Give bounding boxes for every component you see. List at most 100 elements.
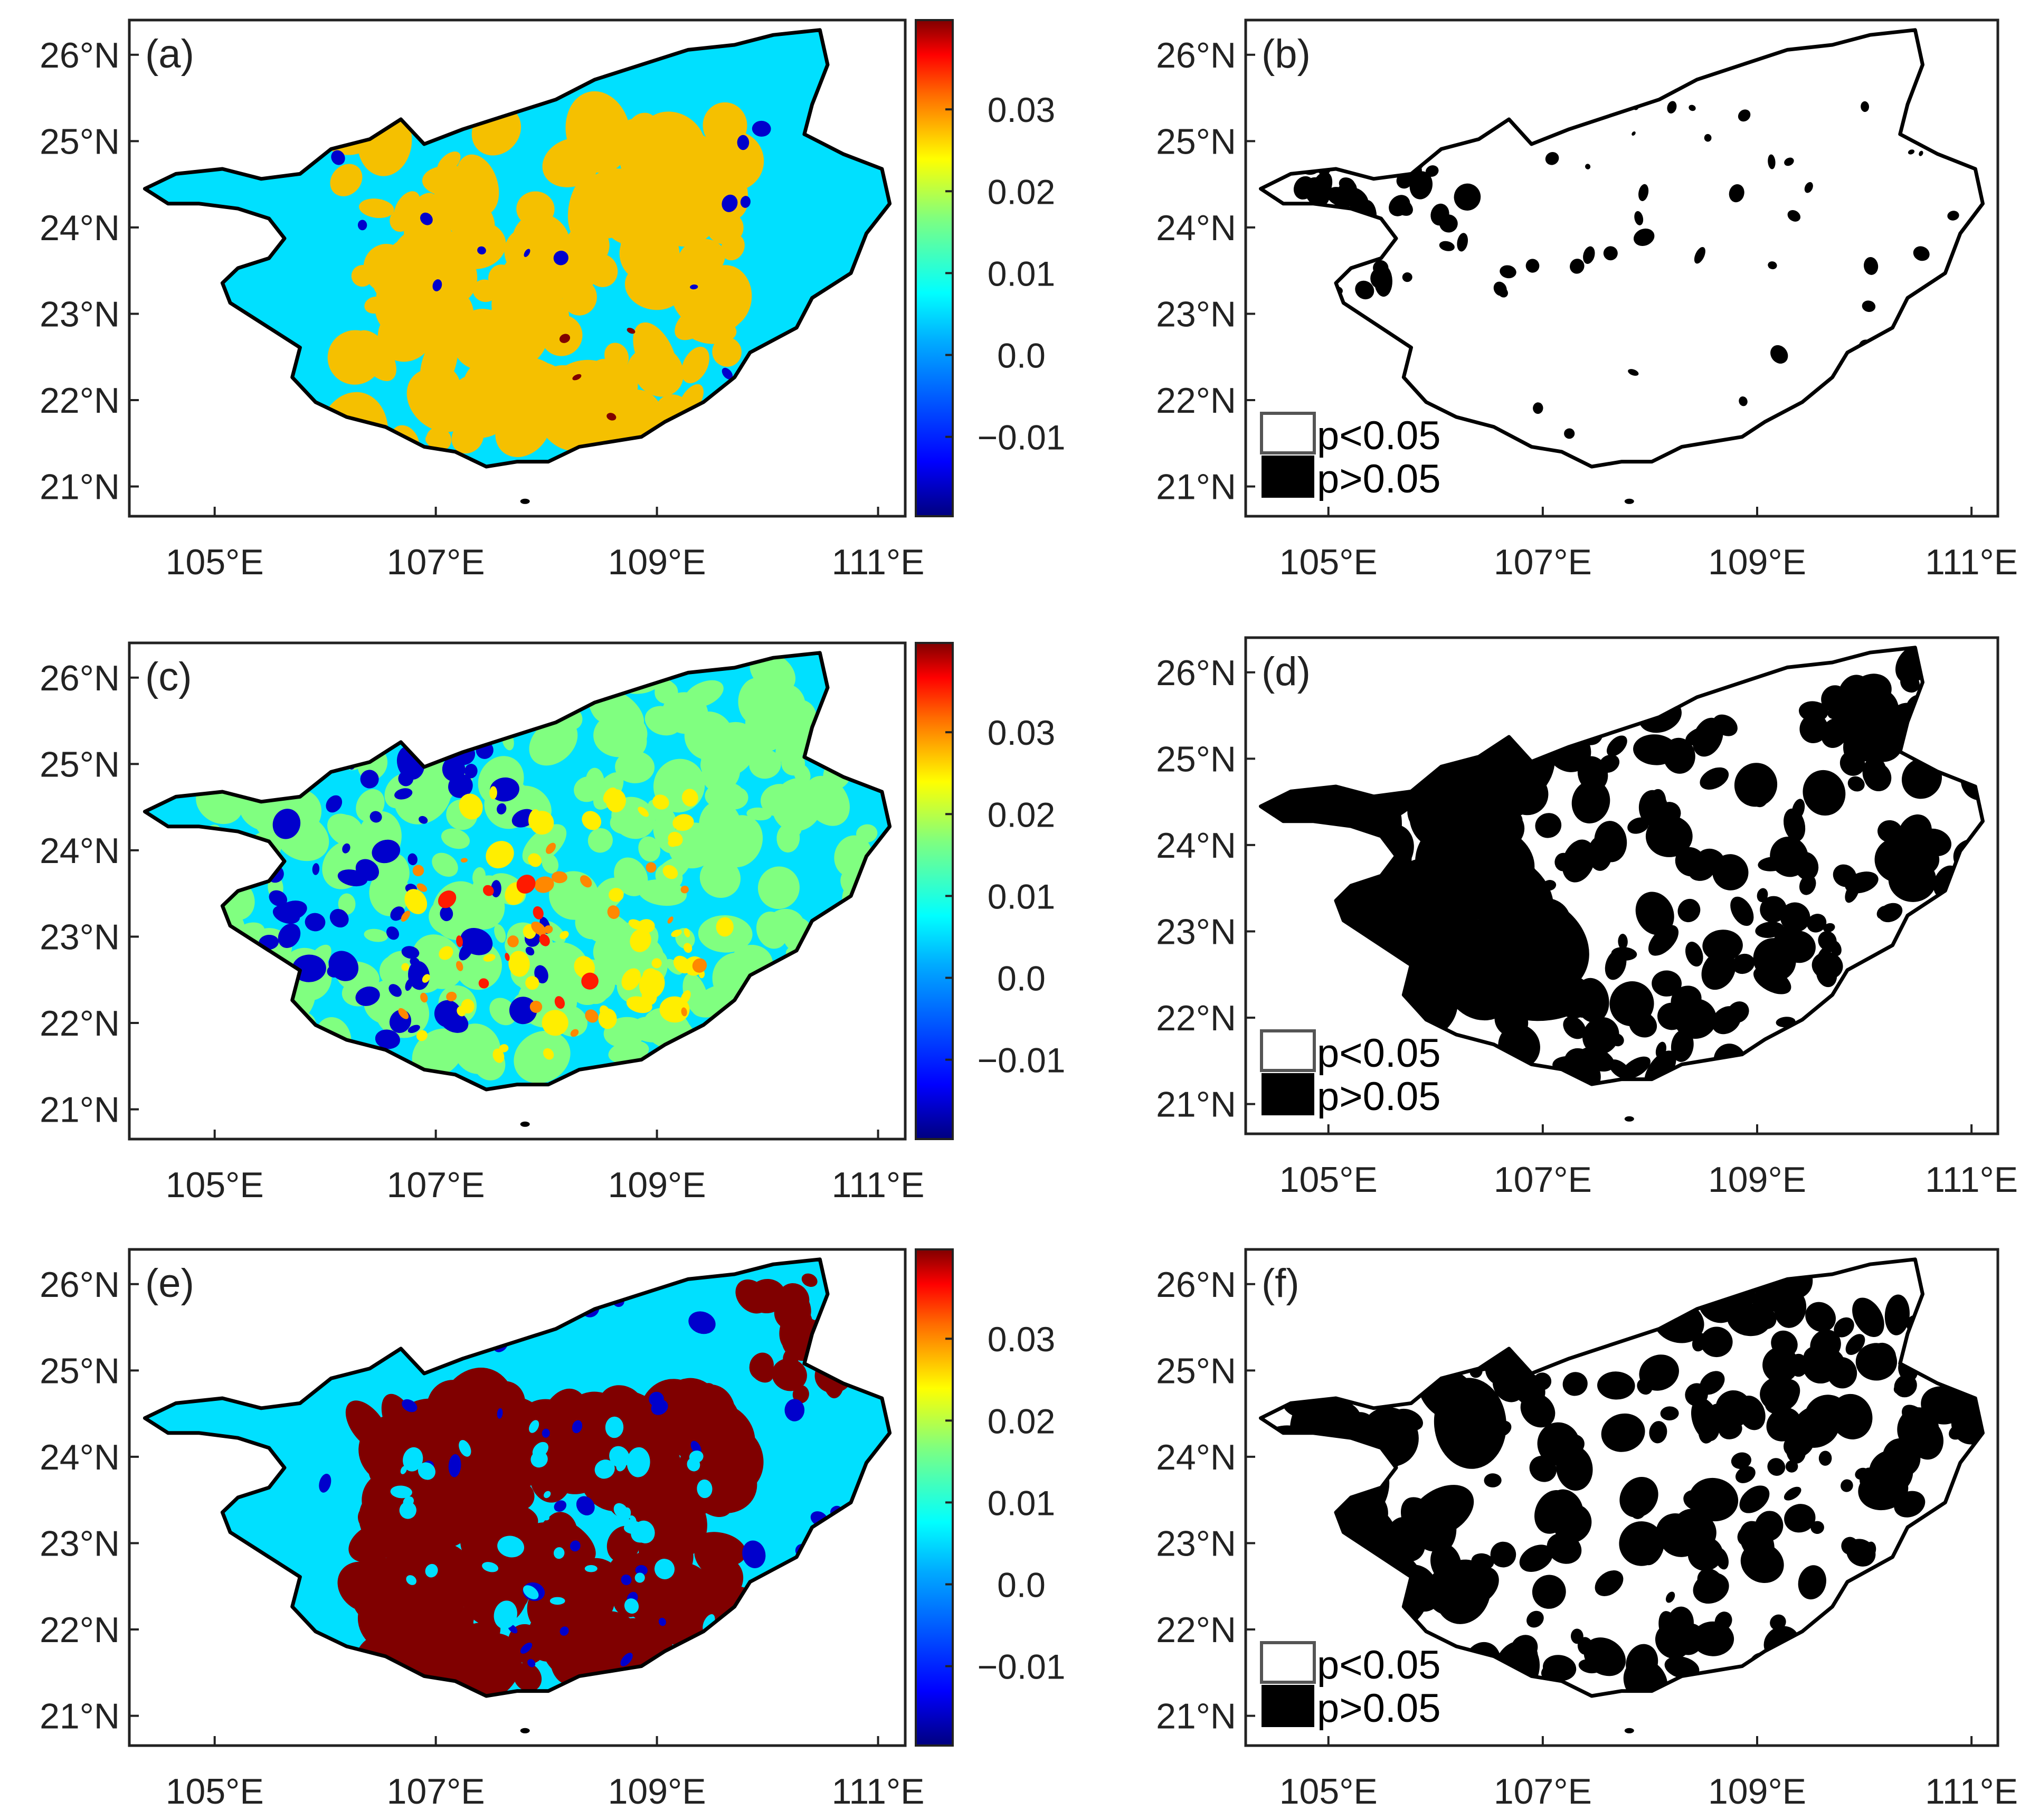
tick-label-lat-25: 25°N <box>1156 1351 1236 1391</box>
island-dot <box>1624 1728 1634 1733</box>
colorbar-gradient <box>915 19 954 517</box>
colorbar-tick-label: −0.01 <box>978 1647 1066 1686</box>
tick-label-lon-109: 109°E <box>608 542 706 582</box>
tick-label-lon-107: 107°E <box>1494 542 1592 582</box>
tick-label-lat-21: 21°N <box>40 1696 120 1737</box>
colorbar-tick-label: −0.01 <box>978 418 1066 457</box>
tick-label-lat-25: 25°N <box>1156 121 1236 162</box>
plot-frame <box>1244 18 1999 518</box>
colorbar: 0.03 0.02 0.01 0.0 −0.01 <box>915 642 1066 1140</box>
tick-label-lon-109: 109°E <box>608 1771 706 1812</box>
tick-label-lon-109: 109°E <box>608 1165 706 1205</box>
map-panel-a: 26°N 25°N 24°N 23°N 22°N 21°N 105°E 107°E 109°E 1… <box>40 18 1066 582</box>
tick-label-lat-24: 24°N <box>1156 1437 1236 1477</box>
region-fill <box>1260 30 1983 467</box>
tick-label-lat-22: 22°N <box>40 381 120 421</box>
plot-frame <box>1244 636 1999 1135</box>
tick-label-lon-105: 105°E <box>1279 1160 1378 1200</box>
tick-label-lon-109: 109°E <box>1708 1160 1806 1200</box>
tick-label-lon-105: 105°E <box>1279 542 1378 582</box>
tick-label-lat-26: 26°N <box>1156 1265 1236 1305</box>
colorbar-tick-label: 0.01 <box>988 1483 1055 1522</box>
tick-label-lat-25: 25°N <box>40 121 120 162</box>
legend-label-low: p<0.05 <box>1317 1031 1441 1076</box>
tick-label-lat-26: 26°N <box>1156 35 1236 75</box>
colorbar-tick-label: 0.0 <box>997 959 1046 998</box>
tick-label-lat-23: 23°N <box>40 294 120 334</box>
tick-label-lat-21: 21°N <box>1156 1696 1236 1737</box>
tick-label-lat-26: 26°N <box>40 35 120 75</box>
tick-label-lat-24: 24°N <box>40 1437 120 1477</box>
tick-label-lon-111: 111°E <box>1925 1771 2018 1812</box>
tick-label-lat-22: 22°N <box>1156 998 1236 1038</box>
colorbar-tick-label: 0.03 <box>988 90 1055 129</box>
tick-label-lat-24: 24°N <box>40 831 120 871</box>
colorbar-tick-label: 0.02 <box>988 172 1055 211</box>
plot-frame <box>1244 1248 1999 1747</box>
tick-label-lon-105: 105°E <box>166 1165 264 1205</box>
tick-label-lat-25: 25°N <box>40 1351 120 1391</box>
tick-label-lon-105: 105°E <box>166 542 264 582</box>
tick-label-lat-26: 26°N <box>1156 653 1236 693</box>
legend-swatch-low <box>1260 1029 1316 1072</box>
tick-label-lat-23: 23°N <box>40 917 120 957</box>
region-boundary <box>1259 646 1985 1086</box>
tick-label-lat-22: 22°N <box>40 1003 120 1044</box>
panel-label: (b) <box>1262 32 1311 77</box>
field-pattern <box>210 1273 859 1696</box>
plot-frame <box>128 18 907 518</box>
legend-swatch-low <box>1260 412 1316 454</box>
significance-legend: p<0.05p>0.05 <box>1260 1641 1441 1731</box>
colorbar-tick-label: 0.03 <box>988 713 1055 752</box>
tick-label-lon-107: 107°E <box>387 542 485 582</box>
legend-label-high: p>0.05 <box>1317 1074 1441 1119</box>
island-dot <box>520 498 530 504</box>
significance-legend: p<0.05p>0.05 <box>1260 1029 1441 1119</box>
island-dot <box>520 1728 530 1733</box>
tick-label-lat-26: 26°N <box>40 658 120 698</box>
map-panel-e: 26°N 25°N 24°N 23°N 22°N 21°N 105°E 107°E 109°E 1… <box>40 1248 1066 1812</box>
colorbar-tick-label: 0.03 <box>988 1320 1055 1359</box>
colorbar-tick-label: 0.0 <box>997 336 1046 375</box>
colorbar-tick-label: 0.01 <box>988 877 1055 916</box>
legend-swatch-high <box>1262 1685 1314 1727</box>
tick-label-lon-107: 107°E <box>387 1165 485 1205</box>
tick-label-lon-105: 105°E <box>1279 1771 1378 1812</box>
legend-label-high: p>0.05 <box>1317 457 1441 501</box>
tick-label-lon-111: 111°E <box>1925 1160 2018 1200</box>
tick-label-lat-23: 23°N <box>40 1523 120 1563</box>
tick-label-lat-26: 26°N <box>40 1265 120 1305</box>
tick-label-lat-21: 21°N <box>1156 1085 1236 1125</box>
panel-label: (a) <box>145 32 194 77</box>
colorbar-gradient <box>915 1248 954 1747</box>
island-dot <box>520 1121 530 1127</box>
tick-label-lat-25: 25°N <box>40 744 120 784</box>
colorbar: 0.03 0.02 0.01 0.0 −0.01 <box>915 1248 1066 1747</box>
tick-label-lat-24: 24°N <box>1156 826 1236 866</box>
map-panel-d: 26°N 25°N 24°N 23°N 22°N 21°N 105°E 107°E 109°E 1… <box>1156 636 2018 1200</box>
significance-legend: p<0.05p>0.05 <box>1260 412 1441 501</box>
region-boundary <box>1259 28 1985 469</box>
tick-label-lat-21: 21°N <box>40 1090 120 1130</box>
tick-label-lat-24: 24°N <box>40 208 120 248</box>
tick-label-lon-105: 105°E <box>166 1771 264 1812</box>
tick-label-lon-109: 109°E <box>1708 542 1806 582</box>
tick-label-lat-25: 25°N <box>1156 739 1236 779</box>
island-dot <box>1624 1116 1634 1122</box>
legend-label-high: p>0.05 <box>1317 1686 1441 1731</box>
tick-label-lat-22: 22°N <box>1156 381 1236 421</box>
tick-label-lat-24: 24°N <box>1156 208 1236 248</box>
colorbar-tick-label: −0.01 <box>978 1041 1066 1080</box>
region-boundary <box>143 28 892 469</box>
map-panel-c: 26°N 25°N 24°N 23°N 22°N 21°N 105°E 107°E 109°E 1… <box>40 641 1066 1205</box>
tick-label-lon-111: 111°E <box>832 1771 925 1812</box>
tick-label-lat-21: 21°N <box>1156 467 1236 507</box>
legend-label-low: p<0.05 <box>1317 1643 1441 1688</box>
region-boundary <box>143 1257 892 1698</box>
legend-swatch-high <box>1262 456 1314 498</box>
panel-label: (d) <box>1262 649 1311 694</box>
tick-label-lat-21: 21°N <box>40 467 120 507</box>
colorbar-tick-label: 0.0 <box>997 1566 1046 1605</box>
